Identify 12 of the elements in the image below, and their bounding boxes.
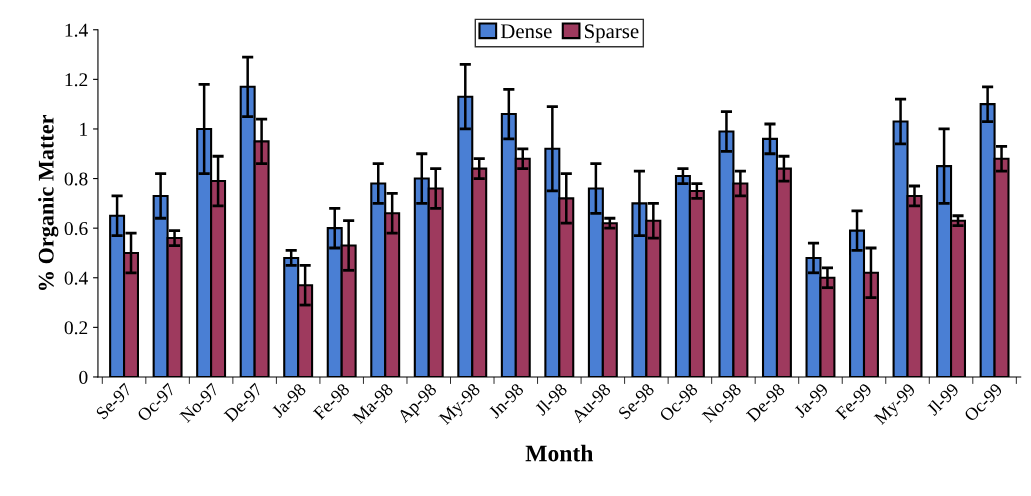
y-axis-title: % Organic Matter xyxy=(38,114,59,290)
legend-label: Dense xyxy=(500,24,552,39)
legend-label: Sparse xyxy=(585,24,639,43)
y-tick-label: 1.4 xyxy=(65,23,88,37)
y-tick-label: 1 xyxy=(80,122,88,136)
y-tick-label: 0.2 xyxy=(64,321,88,335)
y-tick-label: 1.2 xyxy=(65,73,88,87)
y-tick-label: 0.4 xyxy=(64,271,88,285)
y-tick-label: 0.8 xyxy=(64,172,88,186)
x-axis-title: Month xyxy=(525,444,594,462)
y-tick-label: 0.6 xyxy=(64,221,88,236)
y-tick-label: 0 xyxy=(79,370,88,384)
